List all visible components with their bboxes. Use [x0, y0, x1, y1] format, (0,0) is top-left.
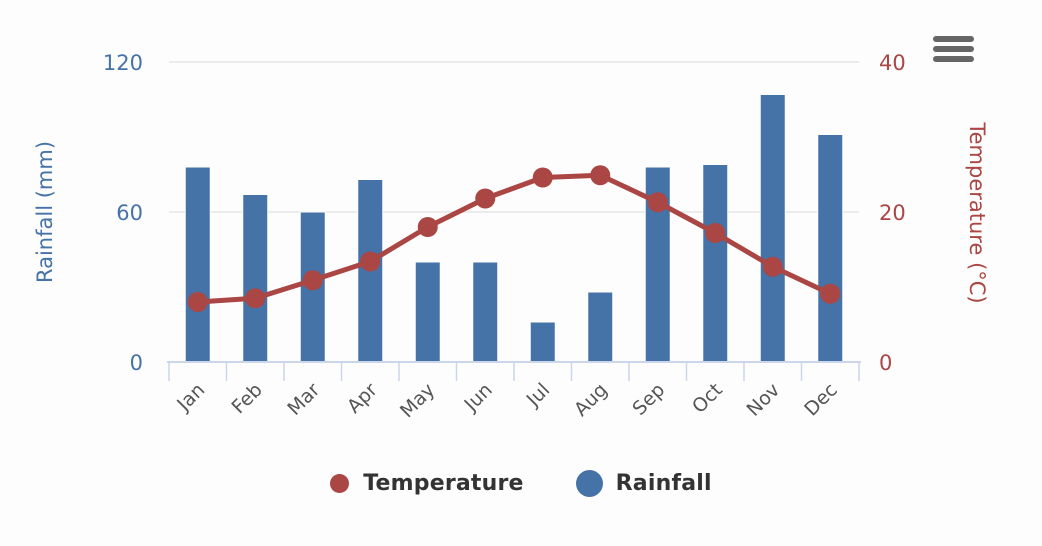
x-label-dec: Dec	[800, 379, 842, 421]
point-may[interactable]	[417, 217, 438, 237]
point-sep[interactable]	[647, 192, 668, 213]
legend: Temperature Rainfall	[0, 470, 1042, 497]
point-jun[interactable]	[475, 188, 496, 209]
temperature-line	[195, 172, 833, 305]
point-feb[interactable]	[245, 288, 266, 309]
bar-aug[interactable]	[587, 291, 614, 363]
point-apr[interactable]	[360, 251, 381, 272]
x-label-nov: Nov	[742, 379, 784, 421]
hamburger-menu-icon	[933, 36, 975, 62]
temperature-legend-marker-icon	[330, 474, 350, 493]
x-label-sep: Sep	[628, 379, 669, 420]
y-right-tick-label: 40	[879, 51, 906, 75]
bar-dec[interactable]	[817, 134, 844, 363]
point-aug[interactable]	[590, 165, 611, 186]
point-jul[interactable]	[532, 167, 553, 188]
x-label-aug: Aug	[570, 379, 612, 421]
point-dec[interactable]	[820, 283, 841, 304]
rainfall-legend-marker-icon	[575, 470, 603, 497]
bar-jul[interactable]	[529, 321, 556, 363]
x-label-jun: Jun	[460, 379, 497, 416]
y-right-tick-label: 20	[879, 201, 906, 225]
chart-context-menu-button[interactable]	[929, 32, 979, 70]
y-left-tick-label: 0	[130, 351, 143, 375]
y-right-tick-label: 0	[879, 351, 892, 375]
x-label-may: May	[396, 379, 439, 422]
x-label-feb: Feb	[227, 379, 266, 418]
plot-area: 0 60 120 0 20 40 Jan Feb Mar Apr May Jun Jul Aug Sep Oc…	[33, 51, 989, 422]
y-right-axis-title: Temperature (°C)	[965, 121, 989, 303]
x-label-apr: Apr	[343, 379, 382, 418]
bar-feb[interactable]	[242, 194, 269, 363]
bar-jun[interactable]	[472, 261, 499, 363]
y-left-tick-label: 120	[103, 51, 143, 75]
bar-jan[interactable]	[184, 166, 211, 363]
legend-item-temperature[interactable]: Temperature	[330, 471, 523, 496]
point-oct[interactable]	[705, 223, 726, 243]
x-label-mar: Mar	[283, 379, 324, 420]
point-jan[interactable]	[187, 292, 208, 312]
x-label-jul: Jul	[522, 379, 554, 411]
bar-oct[interactable]	[702, 164, 729, 363]
legend-label-temperature: Temperature	[363, 471, 524, 496]
x-label-jan: Jan	[172, 379, 209, 416]
bar-may[interactable]	[414, 261, 441, 363]
legend-label-rainfall: Rainfall	[615, 471, 712, 496]
point-nov[interactable]	[762, 256, 783, 277]
x-label-oct: Oct	[688, 379, 727, 418]
y-left-tick-label: 60	[116, 201, 143, 225]
legend-item-rainfall[interactable]: Rainfall	[575, 470, 712, 497]
point-mar[interactable]	[302, 270, 323, 291]
bar-nov[interactable]	[759, 94, 786, 363]
y-left-axis-title: Rainfall (mm)	[33, 141, 57, 283]
